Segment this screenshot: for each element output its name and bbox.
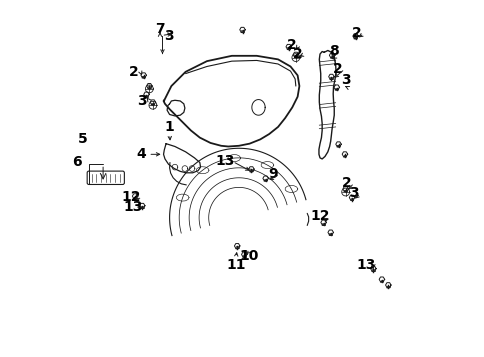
Text: 3: 3 [164, 29, 173, 42]
Text: 13: 13 [356, 257, 375, 272]
Text: 2: 2 [332, 62, 342, 76]
Text: 5: 5 [78, 132, 88, 146]
Text: 13: 13 [123, 200, 142, 214]
Text: 2: 2 [286, 38, 296, 52]
Text: 2: 2 [351, 26, 361, 40]
Text: 3: 3 [137, 94, 147, 108]
Text: 10: 10 [240, 249, 259, 263]
Text: 3: 3 [341, 72, 350, 87]
Text: 8: 8 [328, 44, 338, 58]
Text: 12: 12 [121, 190, 141, 204]
Text: 2: 2 [128, 65, 138, 79]
Text: 12: 12 [310, 209, 329, 223]
Text: 4: 4 [136, 147, 146, 161]
Text: 1: 1 [165, 120, 174, 134]
Text: 3: 3 [348, 186, 358, 200]
Text: 6: 6 [72, 156, 82, 170]
Text: 11: 11 [226, 257, 245, 272]
Text: 7: 7 [155, 22, 165, 36]
Text: 2: 2 [292, 47, 302, 61]
Text: 2: 2 [342, 176, 351, 190]
Text: 9: 9 [267, 167, 277, 181]
Text: 13: 13 [215, 155, 235, 169]
